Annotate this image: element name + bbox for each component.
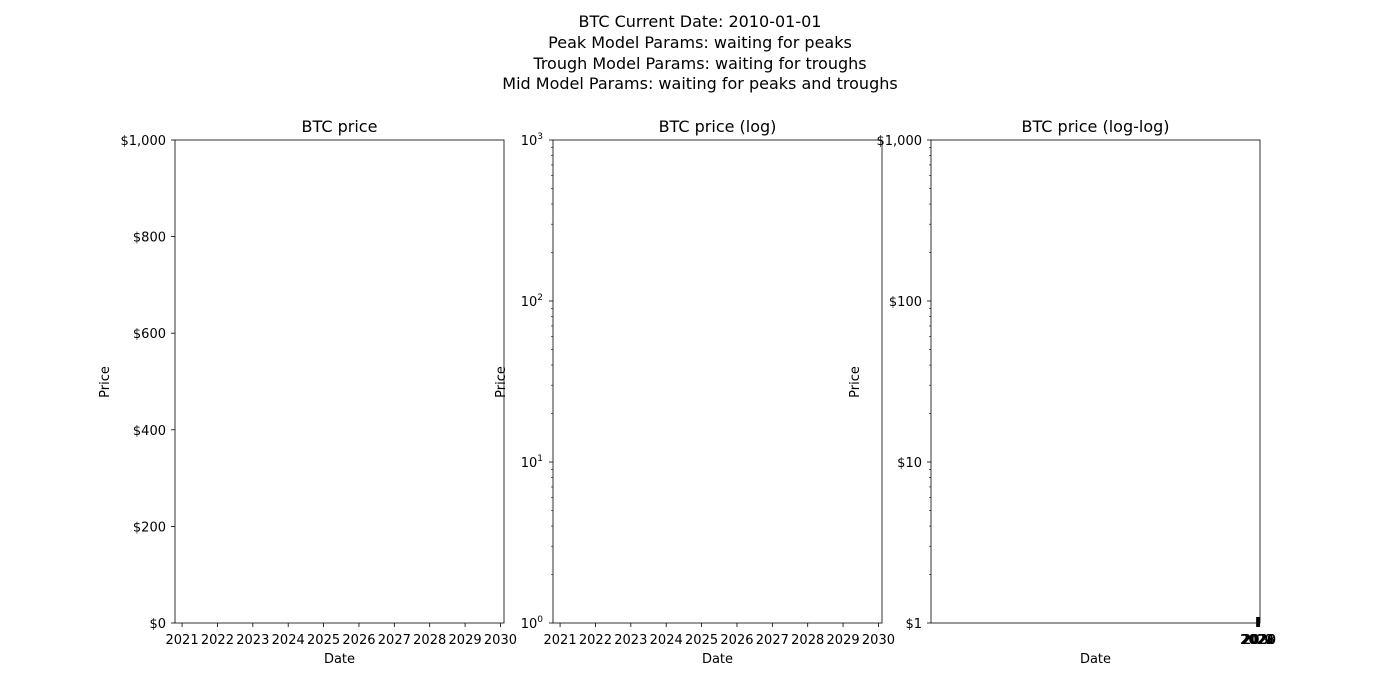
x-tick-label: 2021 [166,633,199,648]
y-tick-label: $600 [133,327,166,342]
y-tick-label: $1,000 [121,134,167,149]
x-axis-label: Date [702,652,733,667]
plot-title: BTC price (log) [659,117,777,136]
y-axis-label: Price [98,366,113,398]
x-tick-label: 2026 [342,633,375,648]
y-tick-label: $400 [133,424,166,439]
y-tick-label: $10 [897,456,922,471]
figure-title-line: BTC Current Date: 2010-01-01 [578,12,822,31]
plot-title: BTC price (log-log) [1021,117,1169,136]
y-axis-label: Price [848,366,863,398]
y-tick-label: 101 [521,454,543,471]
x-axis-label: Date [324,652,355,667]
x-tick-label: 2020 [1240,633,1273,648]
y-tick-label: $100 [889,295,922,310]
y-tick-label: 103 [521,132,543,149]
figure-title-line: Trough Model Params: waiting for troughs [533,53,867,73]
y-tick-label: $1,000 [877,134,923,149]
x-tick-label: 2024 [1241,633,1274,648]
x-tick-label: 2027 [378,633,411,648]
x-tick-label: 2028 [413,633,446,648]
x-tick-label: 2026 [1242,633,1275,648]
y-tick-label: 100 [521,615,544,632]
plot-title: BTC price [302,117,378,136]
x-tick-label: 2030 [484,633,517,648]
figure-title-line: Peak Model Params: waiting for peaks [548,32,852,52]
plot-area [552,139,883,624]
x-tick-label: 2021 [544,633,577,648]
x-tick-label: 2022 [201,633,234,648]
plot-area [174,139,505,624]
x-tick-label: 2026 [720,633,753,648]
figure-title: BTC Current Date: 2010-01-01 Peak Model … [0,12,1400,95]
x-tick-label: 2023 [614,633,647,648]
x-tick-label: 2025 [685,633,718,648]
y-tick-label: 102 [521,293,543,310]
y-tick-label: $800 [133,231,166,246]
y-tick-label: $0 [149,617,166,632]
x-tick-label: 2029 [827,633,860,648]
x-tick-label: 2022 [1241,633,1274,648]
x-tick-label: 2030 [862,633,895,648]
y-axis-label: Price [494,366,509,398]
x-tick-label: 2023 [236,633,269,648]
x-tick-label: 2025 [307,633,340,648]
x-tick-label: 2022 [579,633,612,648]
plot-area [930,139,1261,624]
x-axis-label: Date [1080,652,1111,667]
x-tick-label: 2030 [1243,633,1276,648]
x-tick-label: 2028 [1242,633,1275,648]
y-tick-label: $200 [133,520,166,535]
x-tick-label: 2027 [756,633,789,648]
x-tick-label: 2029 [449,633,482,648]
figure-title-line: Mid Model Params: waiting for peaks and … [502,74,898,94]
x-tick-label: 2024 [650,633,683,648]
x-tick-label: 2028 [791,633,824,648]
y-tick-label: $1 [905,617,922,632]
x-tick-label: 2024 [272,633,305,648]
